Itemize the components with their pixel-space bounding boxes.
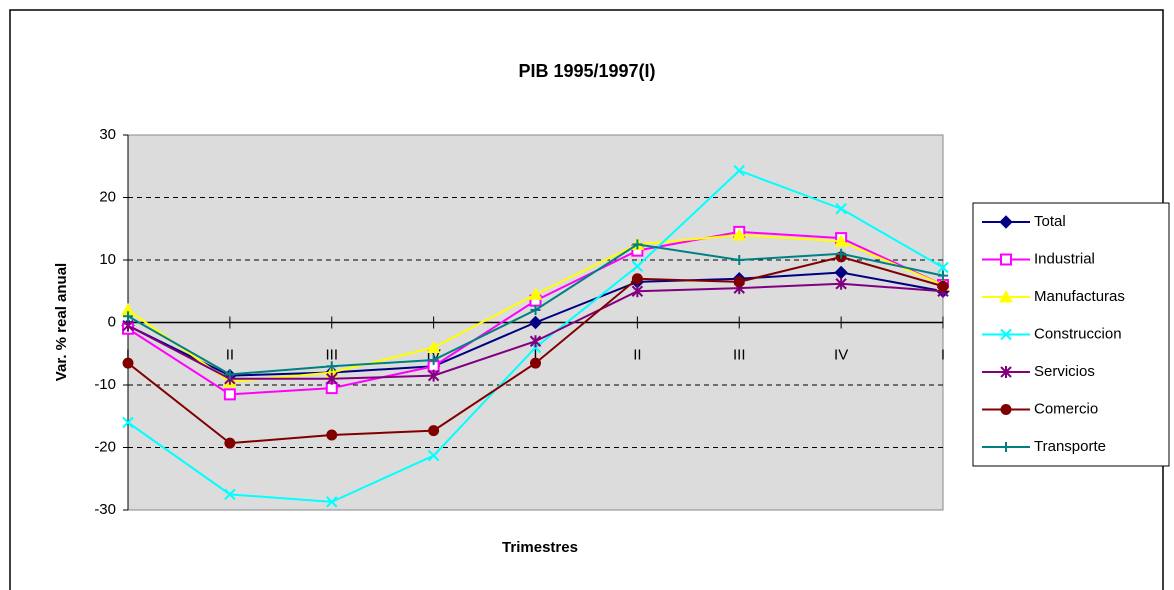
data-point bbox=[528, 287, 543, 300]
x-axis-title: Trimestres bbox=[502, 539, 578, 556]
legend-marker bbox=[999, 289, 1013, 303]
data-point bbox=[428, 425, 440, 437]
data-point bbox=[938, 270, 948, 281]
legend-label: Total bbox=[1034, 213, 1066, 230]
data-point bbox=[122, 319, 134, 332]
x-tick-label: III bbox=[733, 346, 746, 363]
data-point bbox=[224, 437, 236, 449]
data-point bbox=[732, 227, 747, 241]
data-point bbox=[123, 311, 133, 322]
data-point bbox=[427, 369, 440, 382]
y-tick-label: -30 bbox=[94, 501, 116, 518]
data-point bbox=[836, 248, 847, 259]
x-tick-label: II bbox=[226, 346, 234, 363]
legend-label: Manufacturas bbox=[1034, 288, 1125, 305]
data-point bbox=[733, 164, 745, 177]
y-tick-label: -10 bbox=[94, 376, 116, 393]
x-tick-label: I bbox=[941, 346, 945, 363]
data-point bbox=[224, 488, 236, 501]
data-point bbox=[326, 372, 338, 385]
data-point bbox=[734, 255, 745, 265]
y-tick-label: 20 bbox=[99, 188, 116, 205]
data-point bbox=[834, 234, 848, 247]
x-tick-label: II bbox=[633, 346, 641, 363]
data-point bbox=[428, 355, 439, 365]
legend-marker bbox=[1001, 442, 1011, 452]
data-point bbox=[427, 449, 440, 462]
data-point bbox=[528, 315, 543, 330]
y-tick-label: 10 bbox=[99, 251, 116, 268]
data-point bbox=[632, 239, 643, 250]
data-point bbox=[426, 340, 441, 353]
data-point bbox=[326, 496, 338, 508]
data-point bbox=[530, 357, 541, 369]
chart-title: PIB 1995/1997(I) bbox=[518, 61, 655, 81]
y-tick-label: -20 bbox=[94, 438, 116, 455]
legend-marker bbox=[1000, 404, 1012, 415]
x-tick-label: I bbox=[126, 346, 130, 363]
legend-label: Transporte bbox=[1034, 438, 1106, 455]
x-tick-label: I bbox=[533, 346, 537, 363]
data-point bbox=[223, 388, 236, 401]
data-point bbox=[122, 357, 134, 369]
y-tick-label: 30 bbox=[99, 126, 116, 143]
legend-label: Industrial bbox=[1034, 250, 1095, 267]
data-point bbox=[631, 260, 644, 272]
legend-label: Construccion bbox=[1034, 325, 1122, 342]
data-point bbox=[529, 335, 542, 348]
x-tick-label: III bbox=[325, 346, 338, 363]
data-point bbox=[835, 277, 847, 290]
legend-marker bbox=[999, 215, 1013, 229]
data-point bbox=[326, 361, 337, 372]
legend-label: Servicios bbox=[1034, 363, 1095, 380]
data-point bbox=[224, 369, 235, 380]
data-point bbox=[835, 203, 847, 215]
data-point bbox=[733, 276, 745, 288]
data-point bbox=[631, 273, 643, 285]
legend-marker bbox=[1000, 366, 1012, 378]
data-point bbox=[530, 305, 541, 315]
data-point bbox=[122, 416, 134, 429]
y-axis-title: Var. % real anual bbox=[53, 263, 70, 381]
data-point bbox=[937, 280, 949, 292]
legend-marker bbox=[1000, 253, 1012, 266]
data-point bbox=[631, 285, 644, 298]
legend-label: Comercio bbox=[1034, 400, 1098, 417]
data-point bbox=[937, 261, 949, 274]
y-tick-label: 0 bbox=[108, 313, 116, 330]
data-point bbox=[326, 429, 338, 441]
x-tick-label: IV bbox=[834, 346, 848, 363]
legend-marker bbox=[1000, 328, 1012, 341]
